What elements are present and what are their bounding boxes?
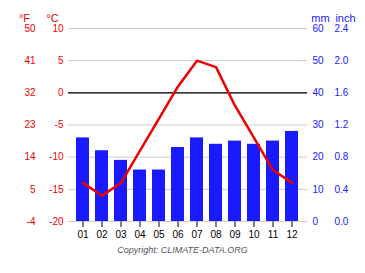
svg-text:0: 0 (313, 216, 319, 227)
svg-text:14: 14 (24, 151, 36, 162)
svg-text:0.4: 0.4 (335, 184, 349, 195)
svg-text:09: 09 (229, 229, 241, 240)
svg-text:°F: °F (19, 12, 30, 24)
svg-text:inch: inch (335, 12, 355, 24)
svg-text:60: 60 (313, 23, 325, 34)
svg-text:-20: -20 (49, 216, 64, 227)
svg-text:12: 12 (286, 229, 298, 240)
svg-text:0: 0 (58, 87, 64, 98)
svg-text:1.2: 1.2 (335, 119, 349, 130)
svg-text:08: 08 (210, 229, 222, 240)
svg-text:07: 07 (191, 229, 203, 240)
svg-text:mm: mm (311, 12, 329, 24)
svg-text:41: 41 (24, 55, 36, 66)
svg-text:06: 06 (172, 229, 184, 240)
svg-text:20: 20 (313, 151, 325, 162)
svg-text:-15: -15 (49, 184, 64, 195)
svg-text:5: 5 (30, 184, 36, 195)
svg-text:-4: -4 (27, 216, 36, 227)
svg-text:1.6: 1.6 (335, 87, 349, 98)
svg-text:2.0: 2.0 (335, 55, 349, 66)
svg-text:-5: -5 (55, 119, 64, 130)
svg-text:04: 04 (134, 229, 146, 240)
svg-text:10: 10 (52, 23, 64, 34)
svg-text:32: 32 (24, 87, 36, 98)
svg-text:-10: -10 (49, 151, 64, 162)
svg-text:50: 50 (313, 55, 325, 66)
svg-text:2.4: 2.4 (335, 23, 349, 34)
svg-text:40: 40 (313, 87, 325, 98)
svg-text:23: 23 (24, 119, 36, 130)
html-text:Copyright: CLIMATE-DATA.ORG: Copyright: CLIMATE-DATA.ORG (117, 245, 248, 255)
svg-text:°C: °C (46, 12, 58, 24)
svg-text:5: 5 (58, 55, 64, 66)
svg-text:0.8: 0.8 (335, 151, 349, 162)
svg-text:0.0: 0.0 (335, 216, 349, 227)
svg-text:02: 02 (96, 229, 108, 240)
svg-text:10: 10 (313, 184, 325, 195)
svg-text:01: 01 (77, 229, 89, 240)
svg-text:05: 05 (153, 229, 165, 240)
svg-text:50: 50 (24, 23, 36, 34)
svg-text:10: 10 (248, 229, 260, 240)
svg-text:11: 11 (268, 229, 279, 240)
svg-text:03: 03 (115, 229, 127, 240)
svg-text:30: 30 (313, 119, 325, 130)
